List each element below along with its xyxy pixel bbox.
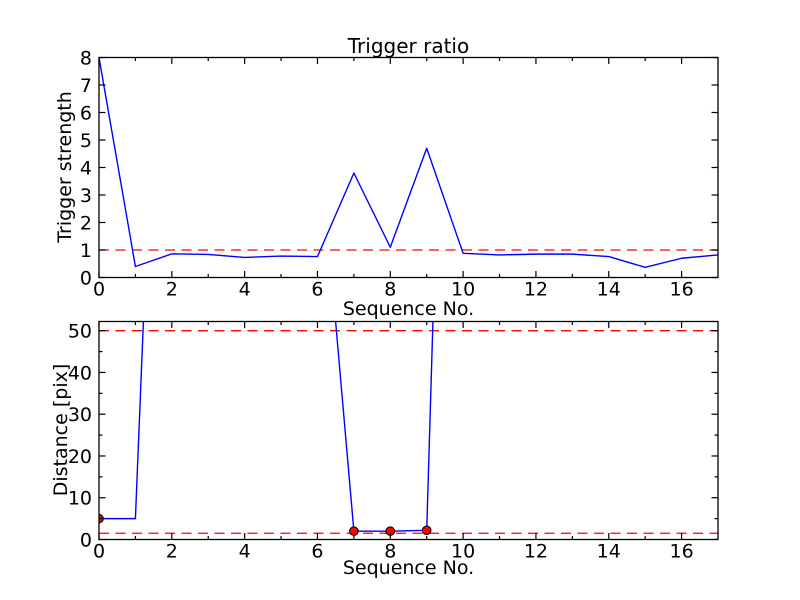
x-tick-label: 8 bbox=[384, 279, 396, 301]
x-tick-label: 14 bbox=[597, 541, 621, 563]
y-tick-label: 20 bbox=[68, 446, 92, 468]
x-tick-label: 4 bbox=[239, 541, 251, 563]
x-tick-label: 4 bbox=[239, 279, 251, 301]
y-tick-label: 3 bbox=[80, 185, 92, 207]
bottom-y-axis-label: Distance [pix] bbox=[50, 363, 72, 497]
y-tick-label: 0 bbox=[80, 530, 92, 552]
y-tick-label: 0 bbox=[80, 268, 92, 290]
y-tick-label: 40 bbox=[68, 362, 92, 384]
y-tick-label: 7 bbox=[80, 75, 92, 97]
x-tick-label: 10 bbox=[451, 541, 475, 563]
x-tick-label: 16 bbox=[669, 279, 693, 301]
axes-spines bbox=[98, 320, 719, 541]
y-tick-label: 4 bbox=[80, 158, 92, 180]
data-point-marker bbox=[349, 526, 359, 536]
x-tick-label: 12 bbox=[524, 279, 548, 301]
y-tick-label: 8 bbox=[80, 48, 92, 70]
y-tick-label: 2 bbox=[80, 213, 92, 235]
x-tick-label: 16 bbox=[669, 541, 693, 563]
x-tick-label: 6 bbox=[311, 541, 323, 563]
y-tick-label: 30 bbox=[68, 404, 92, 426]
trigger-strength-line bbox=[99, 57, 718, 269]
y-tick-label: 10 bbox=[68, 488, 92, 510]
x-tick-label: 2 bbox=[166, 541, 178, 563]
distance-line bbox=[99, 321, 434, 532]
x-tick-label: 0 bbox=[93, 541, 105, 563]
x-tick-label: 14 bbox=[597, 279, 621, 301]
x-tick-label: 2 bbox=[166, 279, 178, 301]
chart-title: Trigger ratio bbox=[347, 34, 470, 58]
x-tick-label: 0 bbox=[93, 279, 105, 301]
x-tick-label: 8 bbox=[384, 541, 396, 563]
y-tick-label: 6 bbox=[80, 103, 92, 125]
x-tick-label: 12 bbox=[524, 541, 548, 563]
axes-spines bbox=[98, 56, 719, 279]
y-tick-label: 5 bbox=[80, 130, 92, 152]
y-tick-label: 1 bbox=[80, 240, 92, 262]
x-tick-label: 6 bbox=[311, 279, 323, 301]
bottom-x-axis-label: Sequence No. bbox=[342, 557, 475, 579]
top-x-axis-label: Sequence No. bbox=[342, 298, 475, 320]
y-tick-label: 50 bbox=[68, 321, 92, 343]
top-y-axis-label: Trigger strength bbox=[54, 91, 76, 243]
bottom-axes: 0 2 4 6 8 10 12 14 16 0 10 20 30 40 50 bbox=[68, 320, 719, 563]
x-tick-label: 10 bbox=[451, 279, 475, 301]
data-point-marker bbox=[421, 525, 432, 536]
